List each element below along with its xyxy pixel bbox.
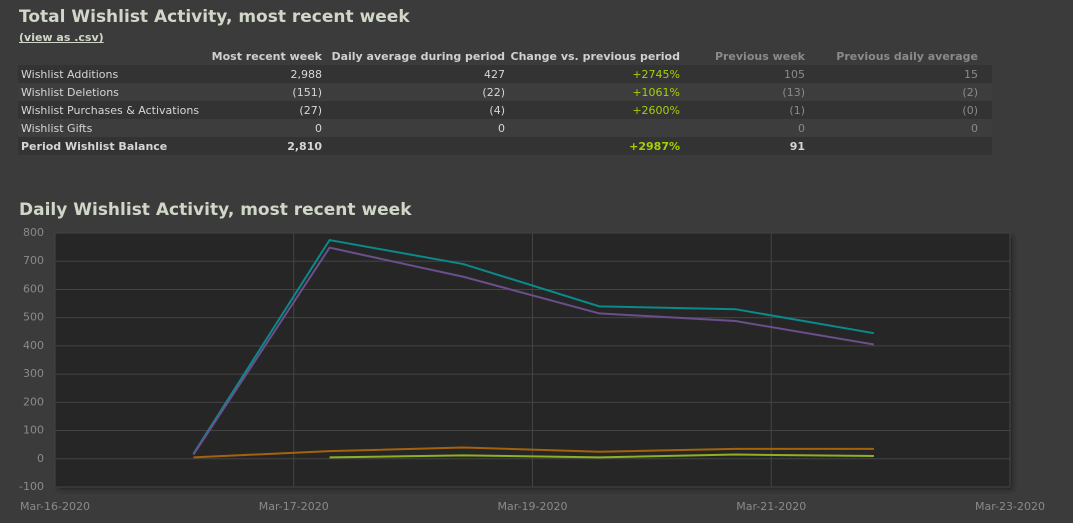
y-tick-label: 700 xyxy=(23,254,44,267)
plot-area xyxy=(55,233,1010,487)
table-cell: 105 xyxy=(680,65,805,83)
table-cell: +2745% xyxy=(505,65,680,83)
table-cell xyxy=(805,137,992,155)
table-row: Period Wishlist Balance 2,810 +2987% 91 xyxy=(18,137,992,155)
table-cell: 91 xyxy=(680,137,805,155)
table-cell: +2987% xyxy=(505,137,680,155)
table-cell xyxy=(505,119,680,137)
x-tick-label: Mar-21-2020 xyxy=(736,500,806,513)
table-cell: +1061% xyxy=(505,83,680,101)
header-cell: Daily average during period xyxy=(331,49,505,63)
table-cell: 0 xyxy=(680,119,805,137)
y-tick-label: 500 xyxy=(23,311,44,324)
line-series xyxy=(192,238,875,455)
table-cell: 0 xyxy=(322,119,505,137)
table-cell: (1) xyxy=(680,101,805,119)
table-cell: (27) xyxy=(200,101,322,119)
y-tick-label: 300 xyxy=(23,367,44,380)
table-cell: Wishlist Additions xyxy=(18,65,200,83)
x-tick-label: Mar-19-2020 xyxy=(498,500,568,513)
y-tick-label: -100 xyxy=(19,480,44,493)
line-series xyxy=(329,453,874,459)
y-tick-label: 400 xyxy=(23,339,44,352)
header-cell: Previous daily average xyxy=(836,49,978,63)
table-cell: (4) xyxy=(322,101,505,119)
chart-title: Daily Wishlist Activity, most recent wee… xyxy=(19,200,412,220)
y-tick-label: 800 xyxy=(23,226,44,239)
header-cell: Previous week xyxy=(714,49,805,63)
table-cell: Wishlist Purchases & Activations xyxy=(18,101,200,119)
table-cell: (22) xyxy=(322,83,505,101)
table-row: Wishlist Additions 2,988 427 +2745% 105 15 xyxy=(18,65,992,83)
table-cell: +2600% xyxy=(505,101,680,119)
table-cell xyxy=(322,137,505,155)
table-cell: 2,810 xyxy=(200,137,322,155)
table-cell: (2) xyxy=(805,83,992,101)
y-tick-label: 200 xyxy=(23,395,44,408)
table-cell: Wishlist Gifts xyxy=(18,119,200,137)
table-row: Wishlist Purchases & Activations (27) (4) +… xyxy=(18,101,992,119)
table-cell: 427 xyxy=(322,65,505,83)
header-row: Most recent week Daily average during per… xyxy=(18,47,992,65)
x-tick-label: Mar-16-2020 xyxy=(20,500,90,513)
table-cell: Wishlist Deletions xyxy=(18,83,200,101)
table-cell: 15 xyxy=(805,65,992,83)
page-title: Total Wishlist Activity, most recent wee… xyxy=(19,7,410,27)
x-tick-label: Mar-23-2020 xyxy=(975,500,1045,513)
table-cell: 0 xyxy=(805,119,992,137)
csv-link[interactable]: (view as .csv) xyxy=(19,31,104,44)
table-cell: (0) xyxy=(805,101,992,119)
table-row: Wishlist Deletions (151) (22) +1061% (13) (2) xyxy=(18,83,992,101)
y-tick-label: 100 xyxy=(23,424,44,437)
y-tick-label: 0 xyxy=(37,452,44,465)
y-tick-label: 600 xyxy=(23,282,44,295)
line-series xyxy=(192,246,875,456)
table-cell: (151) xyxy=(200,83,322,101)
table-cell: Period Wishlist Balance xyxy=(18,137,200,155)
header-cell: Change vs. previous period xyxy=(510,49,680,63)
table-row: Wishlist Gifts 0 0 0 0 xyxy=(18,119,992,137)
table-cell: (13) xyxy=(680,83,805,101)
header-cell xyxy=(18,47,200,65)
header-cell: Most recent week xyxy=(211,49,322,63)
table-cell: 0 xyxy=(200,119,322,137)
summary-table: Most recent week Daily average during per… xyxy=(18,47,992,155)
x-tick-label: Mar-17-2020 xyxy=(259,500,329,513)
table-cell: 2,988 xyxy=(200,65,322,83)
line-series xyxy=(193,446,874,459)
